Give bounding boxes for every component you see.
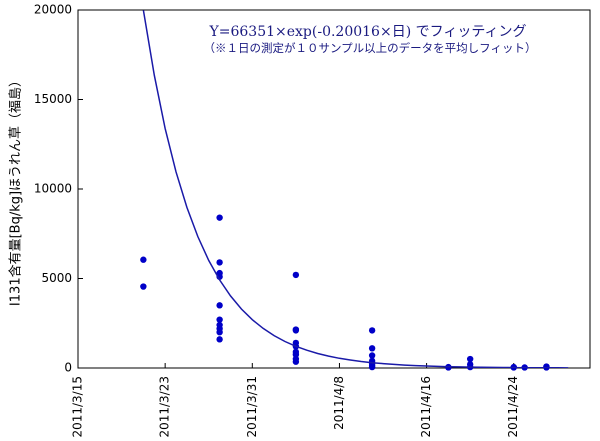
data-point — [368, 327, 376, 334]
fit-line — [142, 10, 569, 368]
data-point — [368, 345, 376, 352]
x-tick-label: 2011/4/16 — [419, 376, 433, 438]
data-point — [368, 352, 376, 359]
data-point — [292, 358, 300, 365]
data-point — [216, 336, 223, 343]
data-point — [216, 214, 223, 221]
y-tick-label: 15000 — [34, 92, 72, 106]
y-tick-label: 0 — [64, 361, 72, 375]
data-point — [216, 259, 223, 266]
x-tick-label: 2011/3/15 — [71, 376, 85, 438]
data-point — [292, 351, 300, 358]
plot-frame — [77, 9, 591, 369]
data-point — [445, 364, 452, 371]
data-point — [216, 329, 223, 336]
data-point — [140, 256, 147, 263]
x-tick-label: 2011/3/23 — [158, 376, 172, 438]
y-tick-label: 5000 — [41, 271, 72, 285]
annotation: （※１日の測定が１０サンプル以上のデータを平均しフィット） — [204, 41, 537, 55]
data-point — [292, 271, 300, 279]
y-axis-label: I131含有量[Bq/kg]ほうれん草（福島） — [8, 74, 24, 306]
data-point — [216, 316, 223, 323]
x-tick-label: 2011/3/31 — [245, 376, 259, 438]
data-point — [140, 283, 147, 290]
annotation: Y=66351×exp(-0.20016×日) でフィッティング — [209, 24, 527, 40]
data-point — [466, 355, 474, 363]
y-tick-label: 10000 — [34, 182, 72, 196]
data-point — [368, 363, 376, 371]
y-tick-label: 20000 — [34, 3, 72, 17]
data-point — [292, 327, 300, 334]
x-tick-label: 2011/4/24 — [506, 376, 520, 438]
data-point — [216, 302, 223, 309]
x-tick-label: 2011/4/8 — [332, 376, 346, 430]
